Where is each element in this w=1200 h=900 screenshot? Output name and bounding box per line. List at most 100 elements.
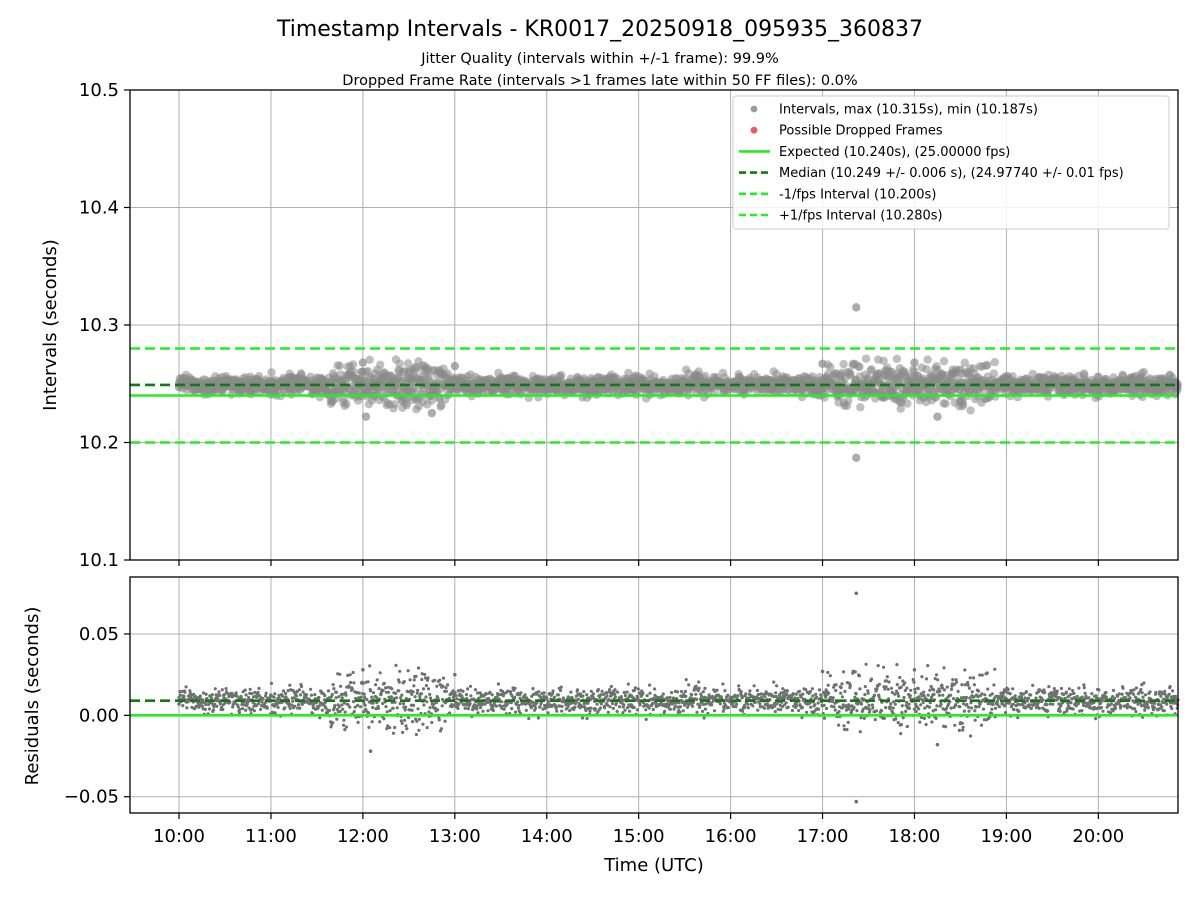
residual-point	[224, 687, 228, 691]
residual-point	[177, 702, 181, 706]
residual-point	[831, 698, 835, 703]
residual-point	[428, 706, 432, 710]
residual-point	[586, 701, 590, 705]
residual-point	[668, 695, 672, 700]
interval-point	[989, 369, 999, 378]
residual-point	[936, 678, 940, 682]
residual-point	[544, 697, 549, 701]
residual-point	[756, 708, 760, 712]
residual-point	[784, 701, 788, 705]
residual-point	[904, 709, 908, 714]
residual-point	[896, 691, 900, 696]
residual-point	[785, 689, 790, 693]
residual-point	[417, 717, 421, 721]
residual-point	[814, 692, 818, 697]
legend: Intervals, max (10.315s), min (10.187s)P…	[732, 95, 1170, 230]
residual-point	[455, 697, 459, 701]
interval-point	[557, 370, 566, 380]
interval-point	[427, 396, 436, 405]
legend-frame	[732, 95, 1170, 230]
residual-point	[414, 732, 418, 737]
residual-point	[408, 678, 412, 682]
residual-point	[589, 706, 593, 710]
residual-point	[1128, 696, 1132, 700]
residual-point	[648, 691, 652, 695]
residual-point	[934, 673, 939, 677]
interval-point	[856, 403, 865, 412]
residual-point	[644, 717, 648, 722]
residual-point	[811, 694, 815, 698]
residual-point	[633, 686, 638, 690]
residual-point	[576, 697, 581, 701]
residual-point	[332, 687, 336, 691]
residual-point	[858, 687, 862, 691]
residual-point	[384, 705, 388, 709]
residual-point	[683, 689, 688, 694]
residual-point	[519, 691, 523, 695]
residual-point	[718, 702, 723, 706]
residual-point	[668, 707, 673, 711]
residual-point	[926, 664, 930, 668]
residual-point	[1117, 692, 1121, 696]
residual-point	[393, 725, 397, 730]
residual-point	[967, 709, 971, 713]
residual-point	[1139, 687, 1143, 692]
residual-point	[966, 680, 970, 685]
residual-point	[839, 686, 843, 690]
residual-point	[378, 720, 382, 724]
residual-point	[415, 691, 419, 695]
legend-entry-label: Intervals, max (10.315s), min (10.187s)	[779, 103, 1038, 118]
residual-point	[920, 675, 924, 679]
residual-point	[981, 707, 986, 711]
residual-point	[414, 674, 418, 679]
residual-point	[400, 693, 404, 697]
residual-point	[1045, 703, 1049, 707]
residual-point	[401, 702, 406, 706]
residual-point	[215, 704, 219, 708]
residual-point	[1047, 685, 1051, 689]
residual-point	[913, 687, 917, 691]
residual-point	[924, 722, 928, 727]
residual-point	[374, 683, 378, 687]
residual-point	[953, 723, 957, 727]
residual-point	[853, 670, 857, 674]
residual-point	[1141, 695, 1145, 699]
residual-point	[831, 696, 835, 700]
residual-point	[701, 690, 705, 694]
residual-point	[382, 717, 386, 721]
residual-point	[690, 704, 695, 708]
residual-point	[283, 706, 287, 710]
residual-point	[309, 693, 313, 697]
residual-point	[247, 696, 251, 700]
interval-point	[403, 359, 413, 368]
residual-point	[840, 682, 844, 686]
residual-point	[1071, 707, 1075, 711]
residual-point	[848, 684, 852, 688]
residual-point	[855, 709, 859, 713]
residual-point	[361, 710, 366, 714]
interval-point	[844, 396, 853, 405]
residual-point	[623, 708, 627, 712]
interval-point	[990, 358, 999, 367]
residual-point	[296, 703, 301, 707]
residual-point	[877, 682, 882, 686]
residual-point	[939, 702, 943, 706]
residual-point	[368, 749, 373, 753]
residual-point	[877, 694, 881, 699]
residual-point	[218, 693, 222, 698]
residual-point	[1134, 710, 1138, 714]
residual-point	[357, 691, 361, 695]
interval-point	[956, 365, 965, 374]
intervals-y-tick-label: 10.4	[79, 198, 119, 219]
residual-point	[363, 703, 367, 707]
residual-point	[854, 799, 859, 804]
residual-point	[966, 683, 970, 687]
residual-point	[490, 693, 494, 697]
residual-point	[1090, 692, 1094, 696]
residual-point	[313, 693, 317, 697]
residual-point	[615, 690, 620, 694]
residual-point	[841, 705, 845, 710]
residual-point	[621, 711, 625, 715]
interval-point	[852, 453, 861, 462]
residual-point	[366, 711, 371, 715]
